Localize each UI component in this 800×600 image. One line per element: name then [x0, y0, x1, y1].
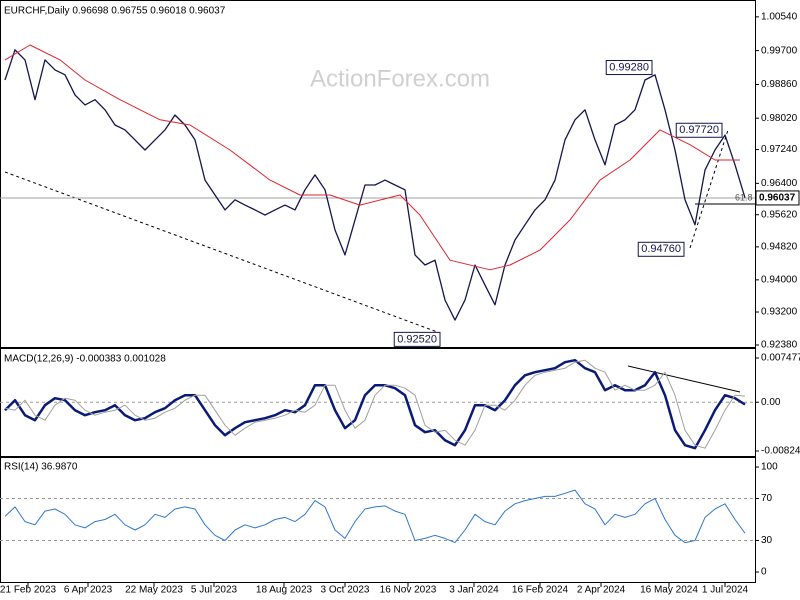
x-tick-label: 16 May 2024	[640, 585, 698, 596]
y-tick-label: 0.94000	[761, 274, 798, 285]
y-tick-label: 30	[761, 535, 773, 546]
x-tick-label: 2 Apr 2024	[577, 585, 626, 596]
y-tick-label: 0.98020	[761, 113, 798, 124]
panel-title: RSI(14) 36.9870	[4, 462, 78, 473]
annotation-box	[675, 122, 723, 138]
y-tick-label: 0.92380	[761, 340, 798, 351]
trend-line	[689, 129, 729, 249]
annotation-label: 0.97720	[679, 124, 719, 136]
panel-title: EURCHF,Daily 0.96698 0.96755 0.96018 0.9…	[4, 6, 226, 17]
y-tick-label: 70	[761, 493, 773, 504]
series-line	[4, 44, 740, 271]
series-line	[4, 359, 746, 449]
annotation-label: 0.99280	[609, 61, 649, 73]
y-tick-label: 0.96400	[761, 178, 798, 189]
x-tick-label: 16 Nov 2023	[380, 585, 437, 596]
x-tick-label: 21 Feb 2023	[0, 585, 57, 596]
x-tick-label: 22 May 2023	[125, 585, 183, 596]
annotation-box	[605, 60, 653, 76]
panel-border	[0, 0, 756, 348]
macd-trend-line	[627, 365, 741, 393]
y-tick-label: 0.007477	[761, 353, 800, 364]
series-line	[4, 358, 746, 450]
y-tick-label: -0.00824	[761, 446, 800, 457]
trend-line	[4, 171, 441, 334]
watermark: ActionForex.com	[310, 65, 490, 92]
panel-border	[0, 348, 756, 458]
y-tick-label: 0.94820	[761, 242, 798, 253]
x-tick-label: 1 Jul 2024	[702, 585, 749, 596]
x-tick-label: 3 Jan 2024	[449, 585, 499, 596]
annotation-box	[637, 241, 685, 257]
y-tick-label: 1.00540	[761, 12, 798, 23]
x-tick-label: 16 Feb 2024	[512, 585, 569, 596]
y-tick-label: 0.95620	[761, 209, 798, 220]
panel-title: MACD(12,26,9) -0.000383 0.001028	[4, 354, 166, 365]
fib-label: 61.8	[735, 192, 753, 202]
last-price-box	[755, 190, 800, 206]
annotation-label: 0.94760	[641, 243, 681, 255]
last-price-label: 0.96037	[759, 193, 796, 204]
x-tick-label: 6 Apr 2023	[64, 585, 113, 596]
x-tick-label: 3 Oct 2023	[321, 585, 370, 596]
y-tick-label: 100	[761, 462, 778, 473]
y-tick-label: 0.00	[761, 397, 781, 408]
series-line	[4, 489, 746, 544]
y-tick-label: 0.97240	[761, 144, 798, 155]
panel-border	[0, 456, 756, 583]
series-line	[4, 49, 746, 321]
y-tick-label: 0	[761, 567, 767, 578]
y-tick-label: 0.99700	[761, 45, 798, 56]
y-tick-label: 0.93200	[761, 307, 798, 318]
y-tick-label: 0.98860	[761, 79, 798, 90]
x-tick-label: 18 Aug 2023	[256, 585, 313, 596]
x-tick-label: 5 Jul 2023	[191, 585, 238, 596]
annotation-label: 0.92520	[397, 333, 437, 345]
annotation-box	[393, 331, 441, 347]
